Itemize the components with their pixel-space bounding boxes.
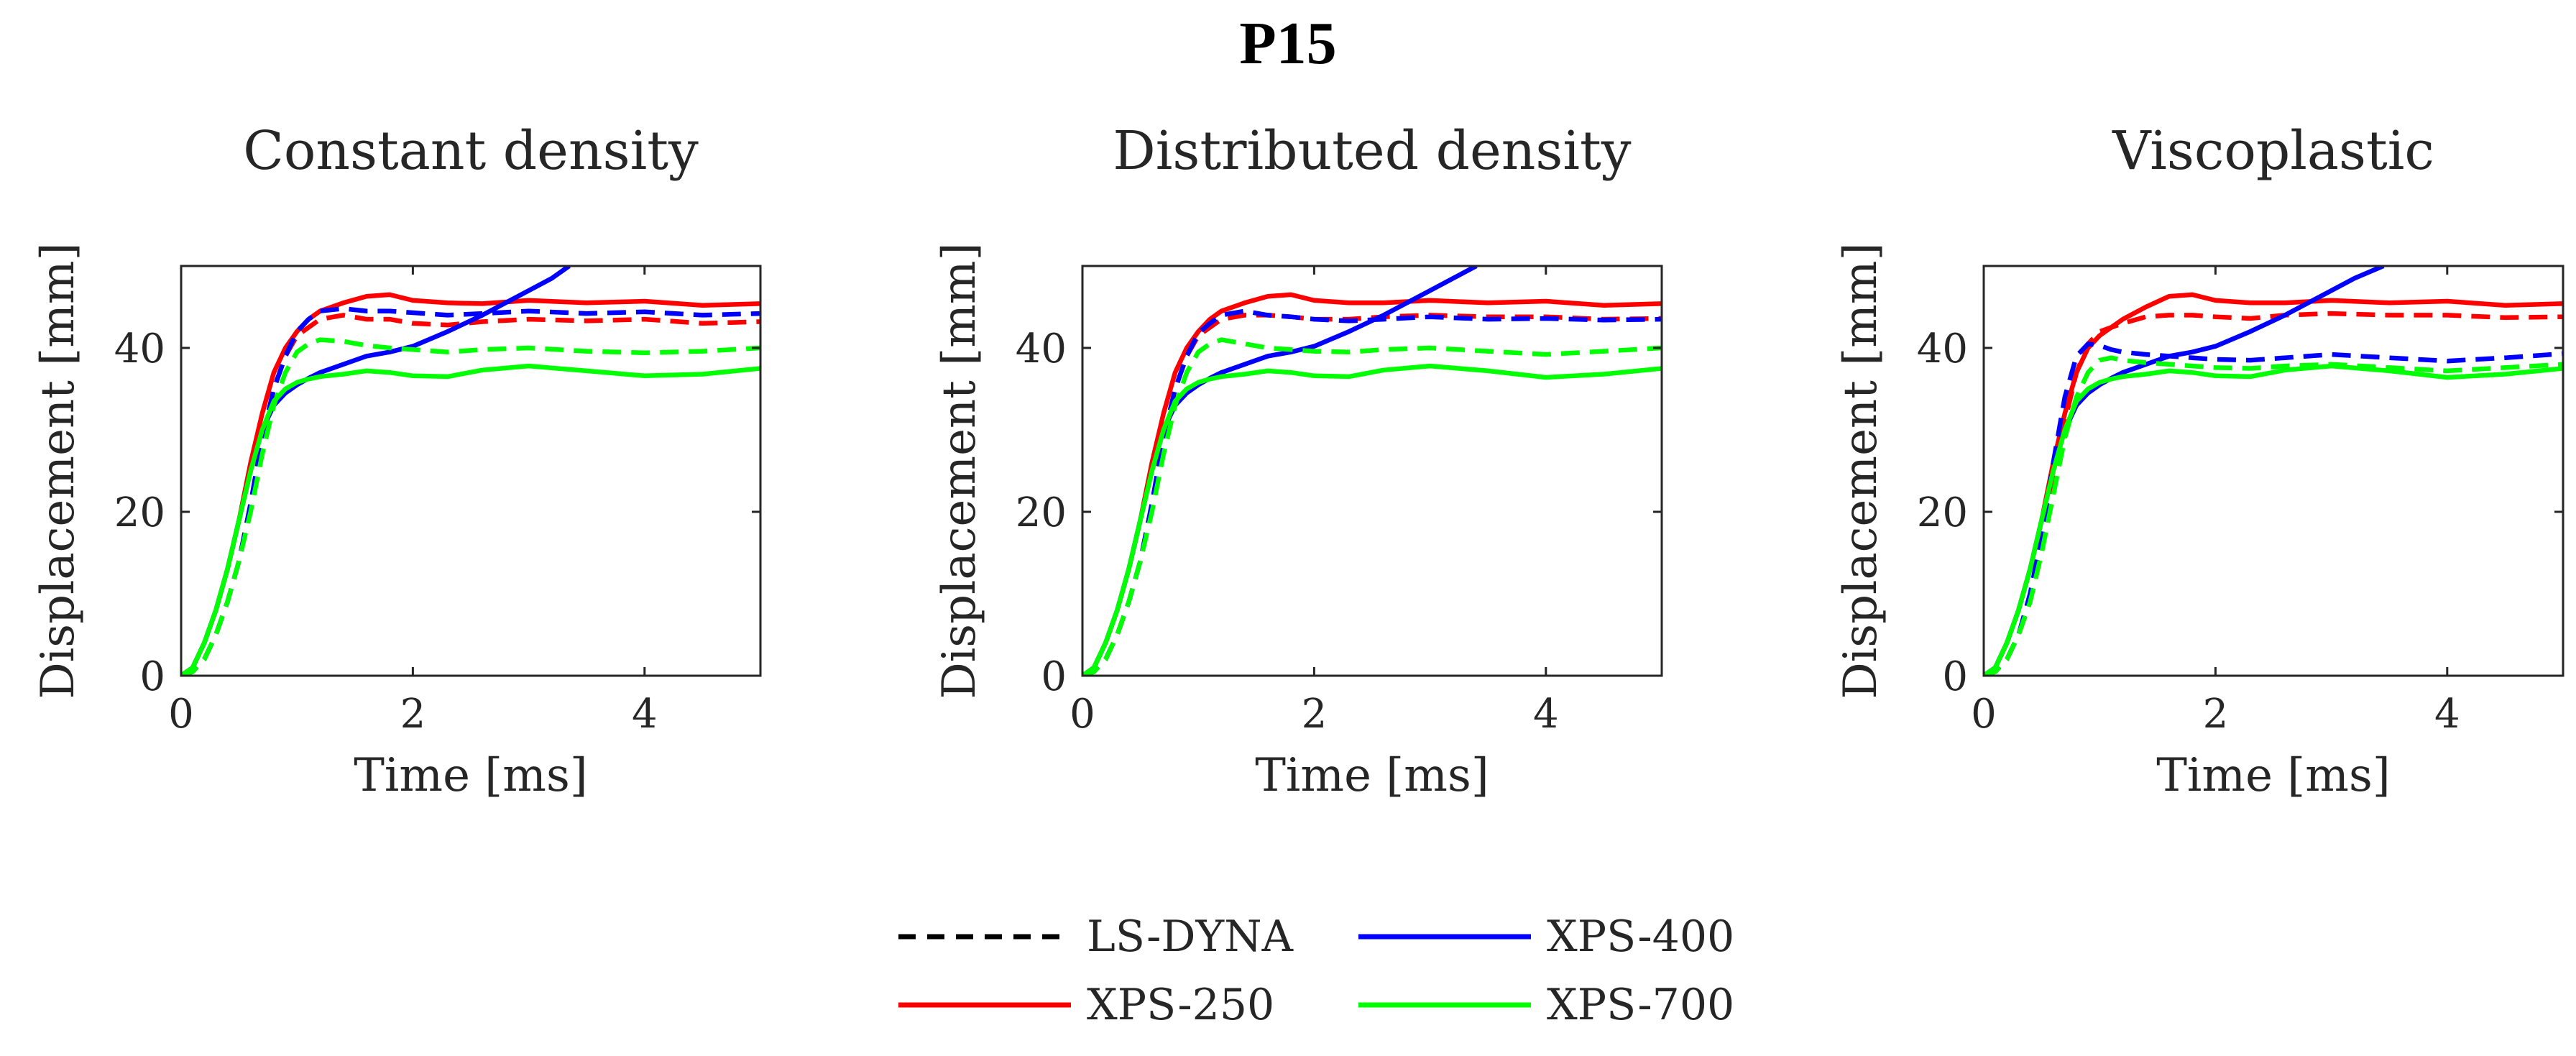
series-line-xps-700-xps — [1082, 363, 1662, 676]
y-tick-label: 20 — [1016, 490, 1067, 536]
y-tick-label: 40 — [114, 326, 165, 372]
series-line-xps-700-xps — [181, 363, 760, 676]
legend-entry-xps-400: XPS-400 — [1358, 912, 1734, 962]
legend-entry-xps-250: XPS-250 — [898, 980, 1274, 1030]
x-axis-label: Time [ms] — [2156, 749, 2391, 802]
panel-title: Viscoplastic — [2112, 120, 2434, 182]
axes-box — [180, 265, 762, 677]
figure-title: P15 — [1239, 10, 1336, 77]
series-group — [1082, 266, 1662, 676]
y-axis-label: Displacement [mm] — [1834, 242, 1887, 699]
x-tick-label: 4 — [2434, 691, 2460, 738]
series-group — [1984, 266, 2563, 676]
legend-label: XPS-400 — [1547, 912, 1734, 962]
series-line-xps-400-ls-dyna — [181, 306, 760, 676]
panel-title: Distributed density — [1113, 120, 1631, 182]
y-axis-label: Displacement [mm] — [933, 242, 986, 699]
legend-label: LS-DYNA — [1087, 912, 1294, 962]
x-tick-label: 2 — [400, 691, 426, 738]
y-axis-label: Displacement [mm] — [32, 242, 85, 699]
legend-entry-ls-dyna: LS-DYNA — [898, 912, 1294, 962]
legend: LS-DYNA XPS-400 XPS-250 XPS-700 — [898, 912, 1734, 1030]
y-tick-label: 20 — [114, 490, 165, 536]
y-tick-label: 20 — [1917, 490, 1968, 536]
x-tick-label: 4 — [1533, 691, 1559, 738]
x-tick-label: 0 — [168, 691, 194, 738]
x-axis-label: Time [ms] — [1255, 749, 1489, 802]
x-tick-label: 2 — [1302, 691, 1328, 738]
x-tick-label: 2 — [2203, 691, 2229, 738]
series-group — [181, 266, 760, 676]
series-line-xps-250-ls-dyna — [1984, 311, 2563, 676]
x-tick-label: 0 — [1971, 691, 1997, 738]
panel-title: Constant density — [243, 120, 699, 182]
legend-label: XPS-700 — [1547, 980, 1734, 1030]
y-tick-label: 0 — [139, 653, 165, 700]
series-line-xps-400-ls-dyna — [1082, 308, 1662, 676]
legend-label: XPS-250 — [1087, 980, 1274, 1030]
y-tick-label: 40 — [1917, 326, 1968, 372]
legend-entry-xps-700: XPS-700 — [1358, 980, 1734, 1030]
series-line-xps-250-ls-dyna — [181, 313, 760, 676]
axes-box — [1982, 265, 2564, 677]
y-tick-label: 0 — [1041, 653, 1067, 700]
y-tick-label: 0 — [1942, 653, 1968, 700]
axes-box — [1081, 265, 1663, 677]
x-tick-label: 0 — [1070, 691, 1095, 738]
x-axis-label: Time [ms] — [354, 749, 588, 802]
series-line-xps-700-ls-dyna — [1984, 355, 2563, 676]
y-tick-label: 40 — [1016, 326, 1067, 372]
x-tick-label: 4 — [632, 691, 658, 738]
